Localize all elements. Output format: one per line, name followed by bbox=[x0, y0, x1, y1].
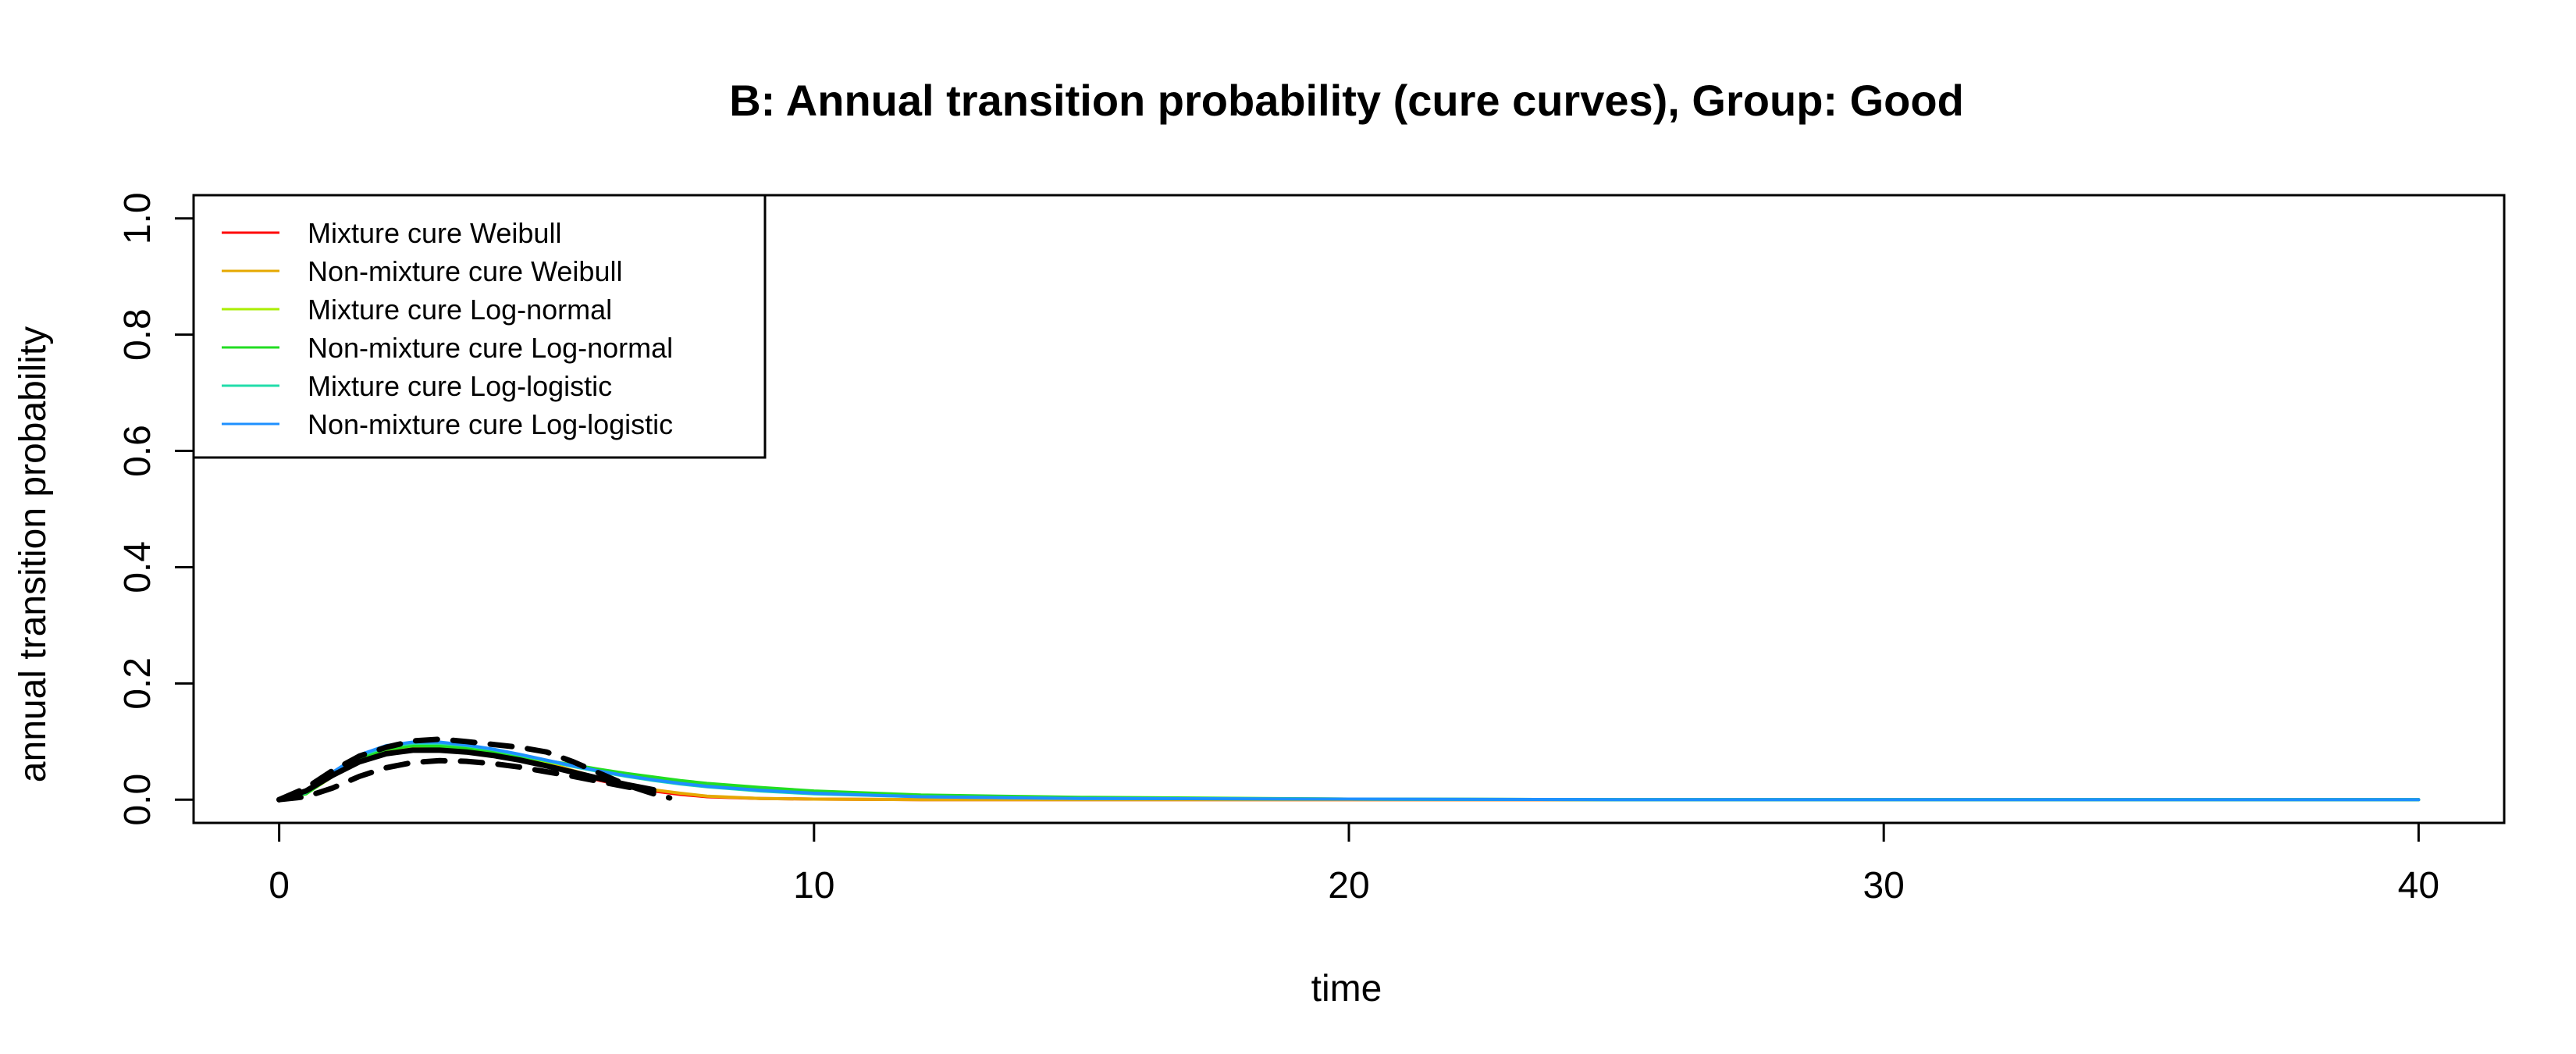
x-axis: 0 10 20 30 40 bbox=[269, 821, 2439, 906]
legend-items: Mixture cure Weibull Non-mixture cure Wei… bbox=[222, 217, 673, 440]
x-tick-label: 20 bbox=[1328, 865, 1369, 906]
y-axis: 0.0 0.2 0.4 0.6 0.8 1.0 bbox=[117, 192, 195, 826]
legend-label: Mixture cure Weibull bbox=[308, 217, 561, 249]
y-tick-label: 0.8 bbox=[117, 308, 158, 361]
legend-label: Mixture cure Log-normal bbox=[308, 294, 612, 326]
y-axis-label: annual transition probability bbox=[12, 326, 54, 782]
x-tick-label: 0 bbox=[269, 865, 290, 906]
x-tick-label: 10 bbox=[793, 865, 834, 906]
x-tick-label: 30 bbox=[1863, 865, 1904, 906]
legend-box bbox=[192, 194, 767, 459]
legend-label: Mixture cure Log-logistic bbox=[308, 370, 612, 402]
y-tick-label: 1.0 bbox=[117, 192, 158, 244]
legend-label: Non-mixture cure Log-normal bbox=[308, 332, 673, 364]
legend-label: Non-mixture cure Log-logistic bbox=[308, 408, 673, 440]
reference-line-8 bbox=[276, 757, 656, 803]
legend-label: Non-mixture cure Weibull bbox=[308, 255, 622, 287]
x-axis-label: time bbox=[1311, 968, 1382, 1009]
plot-lines bbox=[276, 736, 2421, 803]
y-tick-label: 0.0 bbox=[117, 774, 158, 826]
y-tick-label: 0.4 bbox=[117, 541, 158, 593]
reference-line-7 bbox=[276, 747, 656, 803]
x-tick-label: 40 bbox=[2398, 865, 2439, 906]
y-tick-label: 0.2 bbox=[117, 657, 158, 710]
legend: Mixture cure Weibull Non-mixture cure Wei… bbox=[192, 194, 767, 459]
y-tick-label: 0.6 bbox=[117, 425, 158, 477]
chart-title: B: Annual transition probability (cure c… bbox=[729, 76, 1964, 125]
